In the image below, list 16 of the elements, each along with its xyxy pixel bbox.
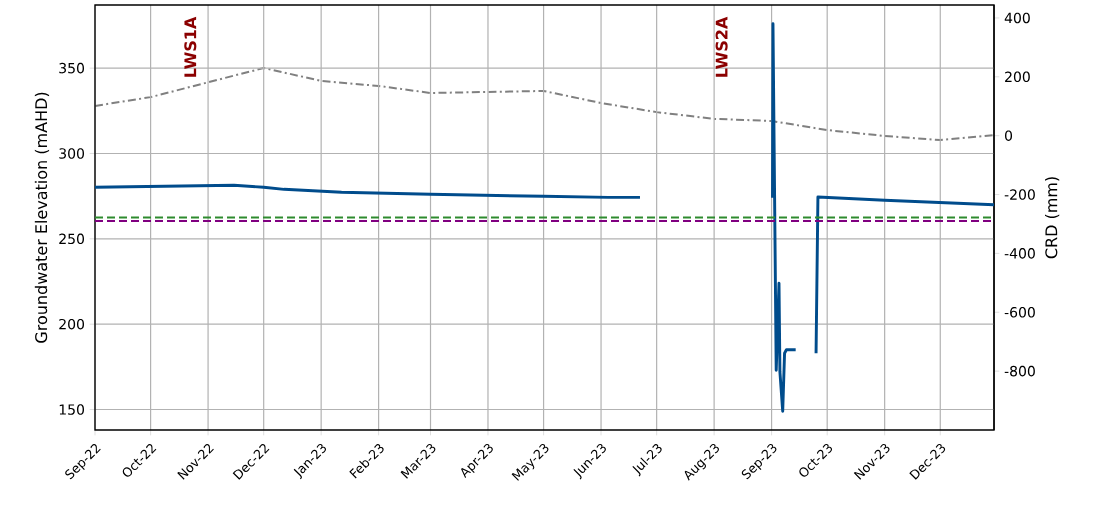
annotation: LWS2A	[715, 16, 728, 77]
y2-tick-label: 200	[1005, 71, 1030, 83]
y2-tick-label: -400	[1004, 248, 1035, 259]
y2-tick-label: 400	[1004, 12, 1030, 24]
y2-tick-label: -200	[1004, 189, 1035, 200]
y2-tick-label: 0	[1004, 130, 1013, 141]
annotation: LWS1A	[184, 16, 197, 77]
y-tick-label: 350	[59, 62, 85, 74]
y-tick-label: 250	[59, 233, 85, 245]
y2-tick-label: -800	[1004, 365, 1035, 377]
y-tick-label: 200	[59, 318, 85, 330]
y2-axis-title: CRD (mm)	[1045, 177, 1060, 259]
y-axis-title: Groundwater Elevation (mAHD)	[34, 92, 50, 343]
y2-tick-label: -600	[1004, 306, 1035, 318]
y-tick-label: 150	[59, 404, 85, 415]
y-tick-label: 300	[59, 148, 85, 159]
